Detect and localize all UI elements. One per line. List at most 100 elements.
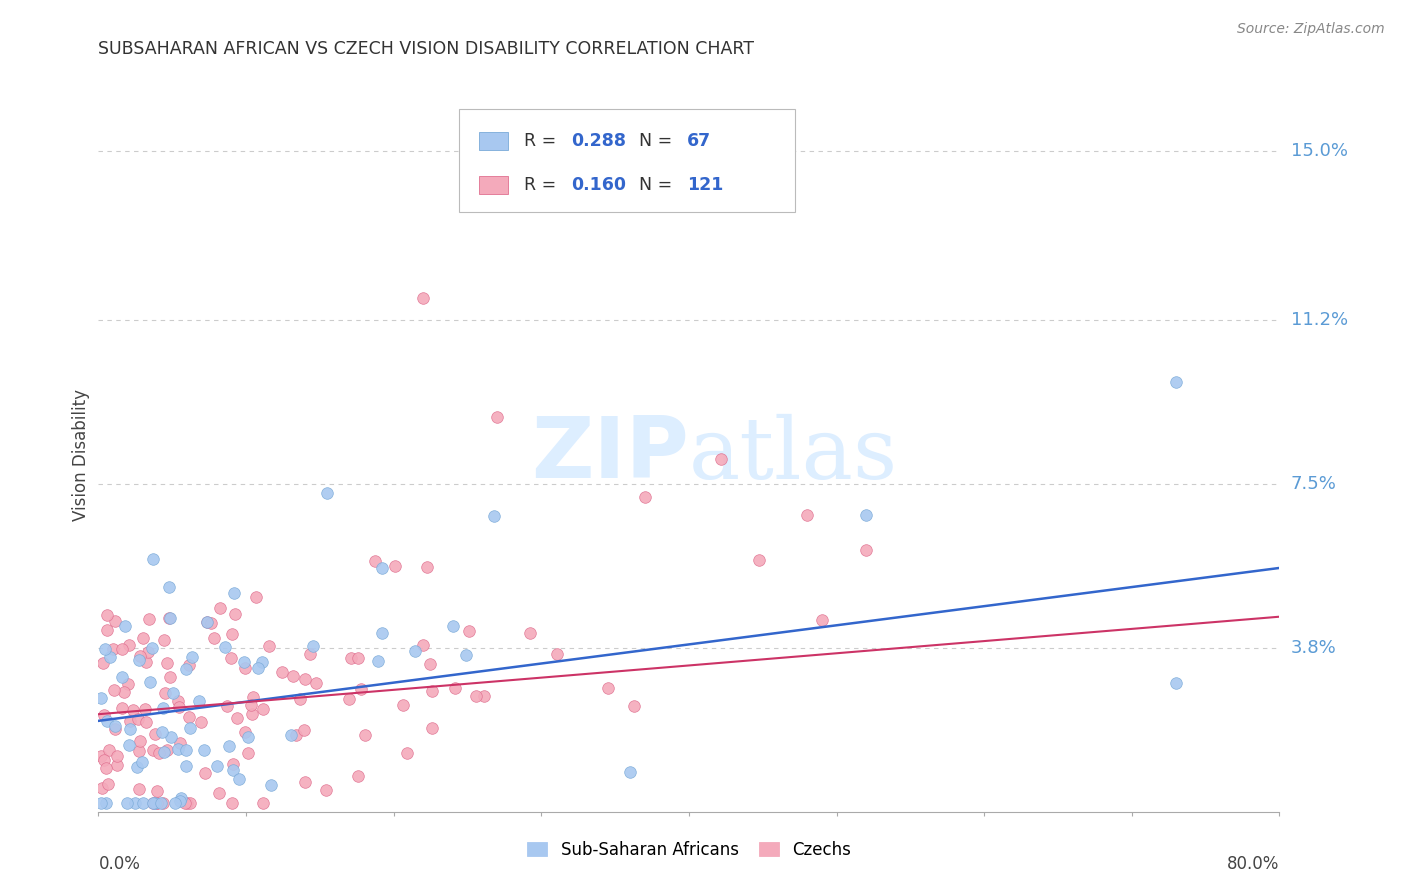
FancyBboxPatch shape	[478, 132, 508, 150]
Point	[412, 291, 434, 305]
Text: N =: N =	[640, 176, 678, 194]
Point	[129, 734, 152, 748]
Point	[242, 690, 264, 704]
Text: 7.5%: 7.5%	[1291, 475, 1337, 492]
Point	[125, 760, 148, 774]
Point	[94, 641, 117, 656]
Point	[179, 796, 201, 810]
Point	[134, 701, 156, 715]
Text: ZIP: ZIP	[531, 413, 689, 497]
Point	[115, 796, 138, 810]
Point	[207, 758, 229, 772]
Point	[97, 777, 120, 791]
Text: R =: R =	[523, 176, 561, 194]
Point	[187, 694, 209, 708]
Point	[167, 742, 190, 756]
Point	[146, 796, 169, 810]
Point	[226, 711, 249, 725]
Point	[294, 774, 316, 789]
Point	[120, 722, 142, 736]
Point	[202, 632, 225, 646]
Point	[796, 508, 818, 522]
Point	[128, 744, 150, 758]
Text: Source: ZipAtlas.com: Source: ZipAtlas.com	[1237, 22, 1385, 37]
Point	[193, 743, 215, 757]
Point	[1164, 375, 1187, 389]
Point	[93, 753, 115, 767]
Point	[174, 759, 197, 773]
Point	[396, 746, 419, 760]
Point	[135, 655, 157, 669]
Point	[420, 684, 443, 698]
Point	[104, 719, 127, 733]
Point	[416, 560, 439, 574]
Point	[157, 611, 180, 625]
Point	[174, 796, 197, 810]
Point	[142, 796, 165, 810]
Point	[153, 686, 176, 700]
Point	[305, 676, 328, 690]
Point	[104, 615, 127, 629]
Point	[143, 727, 166, 741]
Point	[143, 796, 166, 810]
Text: atlas: atlas	[689, 413, 898, 497]
Point	[221, 796, 243, 810]
Point	[454, 648, 477, 662]
Text: N =: N =	[640, 132, 678, 150]
Point	[142, 796, 165, 810]
Point	[142, 743, 165, 757]
Point	[245, 591, 267, 605]
Point	[222, 757, 245, 772]
Point	[155, 743, 177, 757]
Point	[195, 615, 218, 629]
Point	[159, 670, 181, 684]
Point	[486, 410, 509, 425]
Legend: Sub-Saharan Africans, Czechs: Sub-Saharan Africans, Czechs	[522, 836, 856, 864]
Point	[167, 699, 190, 714]
Point	[364, 553, 387, 567]
Point	[131, 631, 153, 645]
Point	[96, 624, 118, 638]
Point	[177, 657, 200, 672]
Text: 15.0%: 15.0%	[1291, 143, 1347, 161]
Point	[339, 650, 361, 665]
Point	[159, 610, 181, 624]
Point	[132, 796, 155, 810]
Point	[370, 561, 392, 575]
Point	[174, 662, 197, 676]
Point	[239, 698, 262, 713]
Point	[160, 731, 183, 745]
Point	[195, 615, 218, 629]
Point	[337, 692, 360, 706]
Point	[176, 796, 198, 810]
Point	[1164, 676, 1187, 690]
Point	[412, 638, 434, 652]
Point	[148, 746, 170, 760]
Point	[420, 721, 443, 735]
Point	[458, 624, 481, 638]
Point	[811, 613, 834, 627]
Point	[855, 543, 877, 558]
Point	[141, 641, 163, 656]
Point	[98, 743, 121, 757]
Point	[169, 736, 191, 750]
Point	[150, 724, 173, 739]
Point	[121, 703, 143, 717]
Point	[465, 689, 488, 703]
Point	[441, 618, 464, 632]
Point	[152, 700, 174, 714]
Point	[748, 553, 770, 567]
Point	[280, 728, 302, 742]
Point	[623, 698, 645, 713]
Point	[619, 764, 641, 779]
Point	[105, 748, 128, 763]
Point	[391, 698, 413, 712]
Point	[292, 723, 315, 738]
Point	[233, 661, 256, 675]
Point	[284, 728, 307, 742]
Point	[371, 625, 394, 640]
Point	[150, 796, 173, 810]
Point	[633, 490, 655, 504]
Point	[228, 772, 250, 786]
Point	[349, 682, 371, 697]
